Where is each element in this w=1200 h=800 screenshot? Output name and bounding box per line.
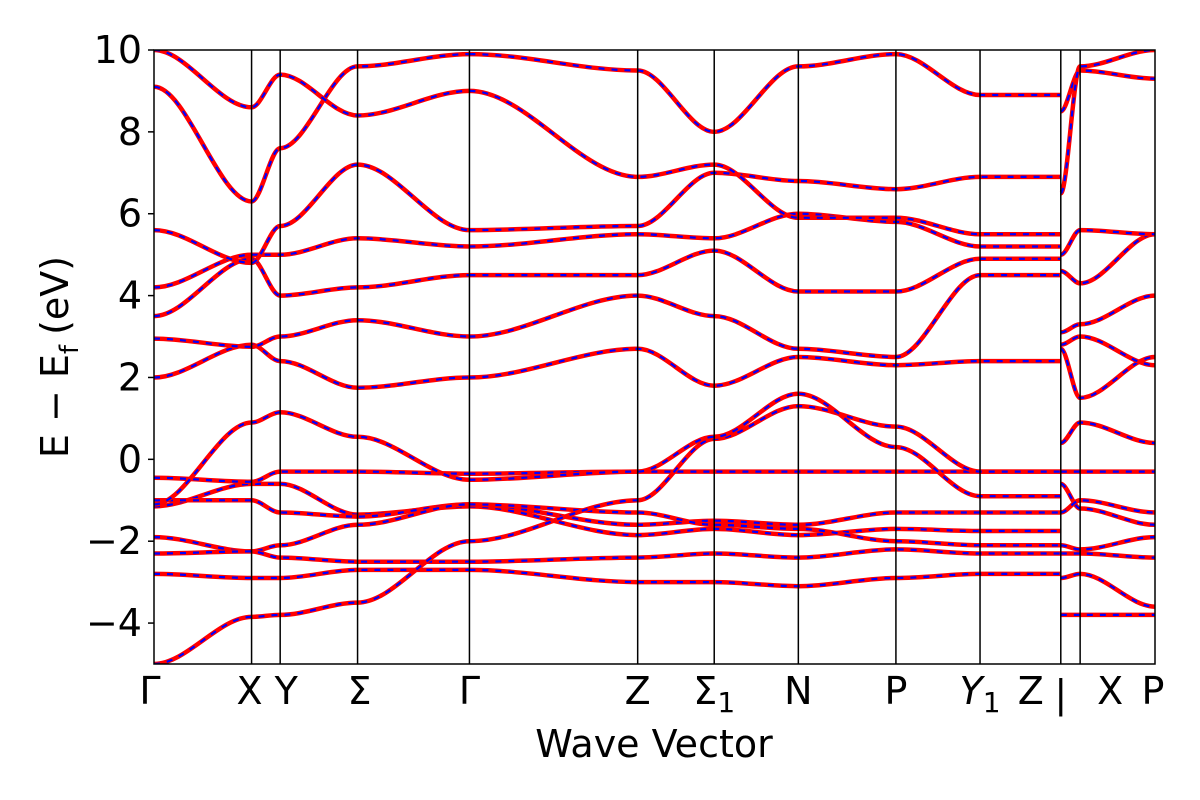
band-line-blue-dashed (154, 53, 470, 203)
k-point-label: Σ (348, 669, 372, 713)
band-line-blue-dashed (154, 568, 470, 580)
k-point-label: P (1142, 669, 1165, 713)
bands-layer (154, 50, 1155, 664)
y-axis-title-main: E − E (33, 354, 77, 458)
band-line-blue-dashed (154, 343, 470, 389)
y-tick-label: −2 (86, 519, 142, 563)
k-point-label: X (237, 669, 263, 713)
y-tick-label: −4 (86, 601, 142, 645)
band-line-blue-dashed (154, 319, 470, 348)
band-line-red (154, 469, 470, 485)
band-line-blue-dashed (469, 503, 1061, 547)
y-axis-title: E − Ef (eV) (33, 256, 85, 458)
band-line-blue-dashed (469, 249, 1061, 293)
band-line-red (1060, 571, 1155, 609)
band-line-blue-dashed (154, 257, 470, 318)
y-tick-label: 6 (118, 192, 142, 236)
band-line-red (469, 346, 1061, 388)
band-line-blue-dashed (154, 550, 470, 563)
band-line-blue-dashed (1060, 572, 1155, 608)
k-point-label: P (884, 669, 907, 713)
band-line-red (154, 342, 470, 390)
band-line-blue-dashed (1059, 347, 1155, 400)
y-axis-title-sub: f (55, 344, 85, 354)
k-point-label: Z (625, 669, 651, 713)
k-point-label: Σ1 (693, 669, 735, 719)
y-tick-label: 4 (118, 274, 142, 318)
band-line-red (469, 567, 1061, 589)
band-line-red (1060, 231, 1155, 286)
k-point-label: Z (1018, 669, 1044, 713)
band-line-red (1058, 50, 1155, 196)
y-tick-label: 0 (118, 437, 142, 481)
band-line-blue-dashed (1060, 499, 1155, 514)
k-point-label: N (784, 669, 812, 713)
y-tick-label: 10 (94, 28, 142, 72)
band-line-blue-dashed (469, 347, 1061, 387)
band-line-blue-dashed (469, 503, 1061, 526)
path-break-marker: | (1054, 672, 1067, 717)
band-line-blue-dashed (1060, 335, 1155, 367)
band-line-red (469, 248, 1061, 294)
band-line-blue-dashed (469, 392, 1061, 498)
y-tick-label: 2 (118, 355, 142, 399)
band-line-blue-dashed (469, 89, 1061, 236)
band-line-blue-dashed (469, 548, 1061, 563)
band-line-blue-dashed (469, 52, 1061, 134)
band-line-blue-dashed (154, 503, 470, 553)
band-line-blue-dashed (154, 411, 470, 506)
band-line-red (1060, 420, 1155, 446)
band-line-blue-dashed (469, 505, 1061, 537)
band-line-blue-dashed (154, 499, 470, 518)
plot-frame (153, 49, 1156, 665)
k-point-label: X (1097, 669, 1123, 713)
y-axis-ticks: −4 −2 0 2 4 6 8 10 (86, 28, 154, 645)
x-axis-ticks: Γ X Y Σ Γ Z Σ1 N P Y1 Z | X P (139, 669, 1164, 719)
band-line-red (1060, 334, 1155, 368)
k-point-label: Y (274, 669, 299, 713)
band-line-red (154, 317, 470, 350)
high-symmetry-lines (250, 50, 1081, 664)
band-line-red (469, 403, 1061, 544)
k-point-label: Γ (139, 669, 160, 713)
band-line-blue-dashed (154, 540, 470, 664)
y-tick-label: 8 (118, 110, 142, 154)
band-line-red (154, 410, 470, 507)
band-line-red (469, 272, 1061, 360)
y-axis-title-unit: (eV) (33, 256, 77, 335)
band-line-blue-dashed (1060, 294, 1155, 334)
k-point-label: Y1 (960, 669, 1001, 719)
x-axis-title: Wave Vector (535, 722, 773, 766)
band-line-red (469, 547, 1061, 564)
band-line-blue-dashed (469, 568, 1061, 588)
band-line-red (469, 88, 1061, 237)
band-line-blue-dashed (469, 171, 1061, 232)
band-line-blue-dashed (1060, 233, 1155, 285)
band-line-red (154, 162, 470, 266)
k-point-label: Γ (459, 669, 480, 713)
band-line-blue-dashed (469, 273, 1061, 359)
band-line-blue-dashed (154, 470, 470, 483)
